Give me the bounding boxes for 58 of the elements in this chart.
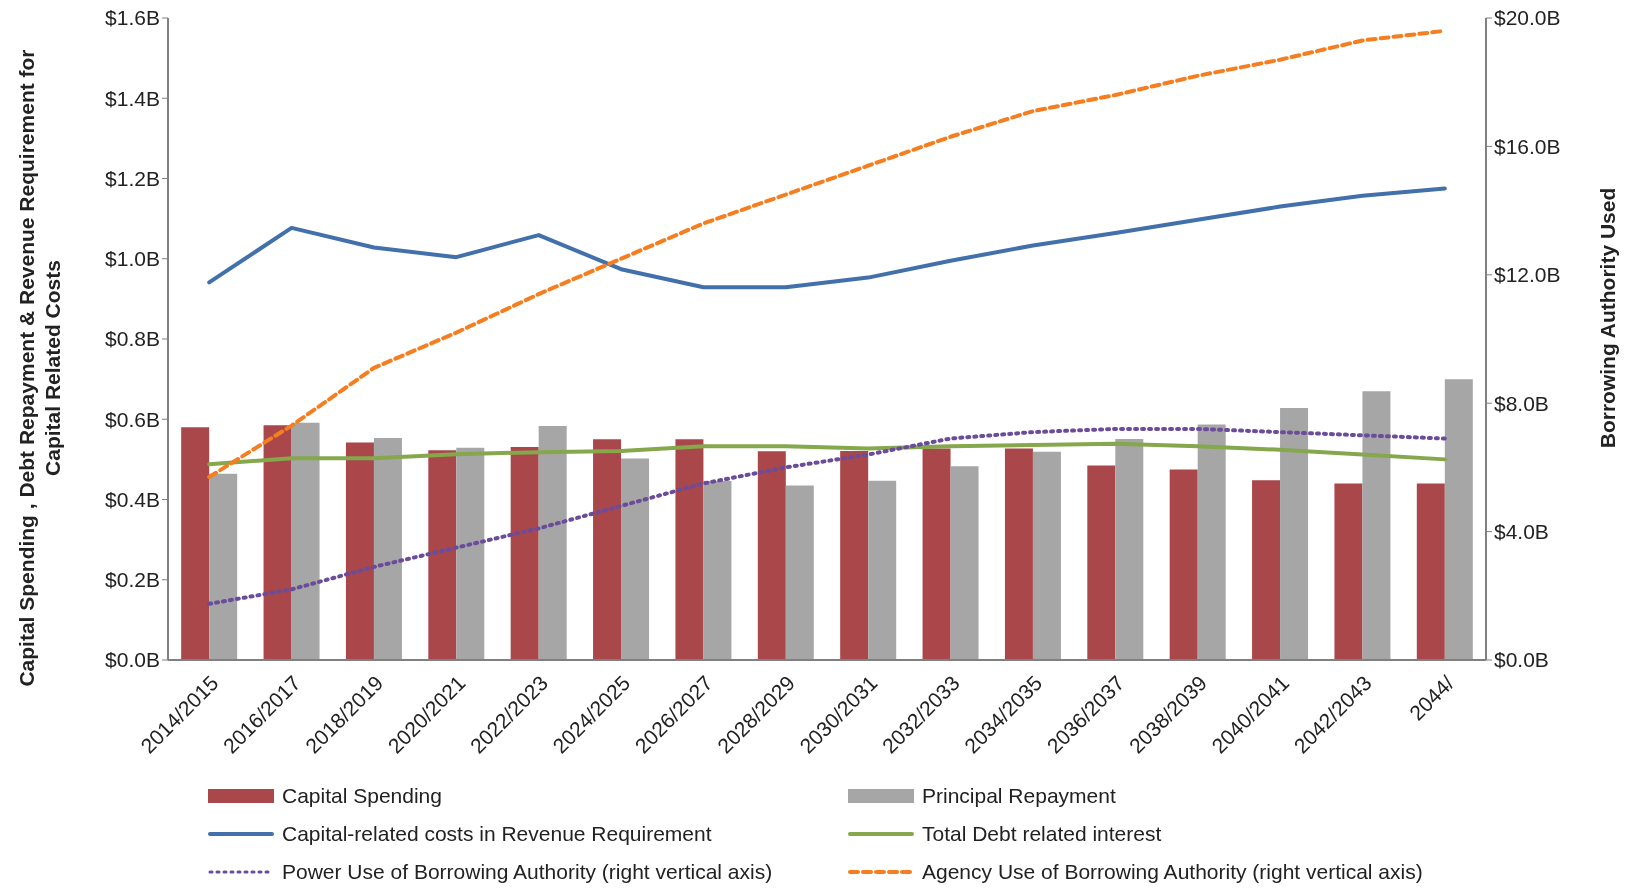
bar: [1252, 480, 1281, 660]
legend-label: Capital Spending: [282, 784, 442, 808]
bar: [1115, 438, 1144, 660]
y-tick-label: $1.4B: [105, 86, 160, 110]
bar: [181, 427, 210, 660]
bar: [1444, 379, 1473, 660]
bar: [263, 425, 292, 660]
bar: [1087, 465, 1116, 660]
legend-label: Power Use of Borrowing Authority (right vertical axis): [282, 860, 773, 884]
y-tick-label: $0.2B: [105, 568, 160, 592]
bar: [345, 442, 374, 660]
bar: [456, 447, 485, 660]
bar: [757, 451, 786, 660]
bar: [950, 466, 979, 660]
y-tick-label: $0.0B: [105, 648, 160, 672]
bar: [538, 426, 567, 660]
y2-tick-label: $12.0B: [1494, 263, 1561, 287]
bar: [510, 446, 539, 660]
bar: [840, 450, 869, 660]
y-tick-label: $0.8B: [105, 327, 160, 351]
bar: [703, 481, 732, 660]
legend-label: Principal Repayment: [922, 784, 1116, 808]
line-series: [207, 186, 1447, 290]
bar: [1032, 451, 1061, 660]
legend-label: Capital-related costs in Revenue Requirement: [282, 822, 712, 846]
bar: [1169, 469, 1198, 660]
bar: [373, 438, 402, 660]
legend-label: Agency Use of Borrowing Authority (right vertical axis): [922, 860, 1423, 884]
y-tick-label: $1.6B: [105, 6, 160, 30]
y2-tick-label: $16.0B: [1494, 134, 1561, 158]
bar: [291, 422, 320, 660]
y2-tick-label: $8.0B: [1494, 391, 1549, 415]
bar: [1416, 483, 1445, 660]
bar: [922, 448, 951, 660]
legend-label: Total Debt related interest: [922, 822, 1162, 846]
y-tick-label: $0.4B: [105, 487, 160, 511]
y-tick-label: $0.6B: [105, 407, 160, 431]
bar: [621, 458, 650, 660]
bar: [1004, 448, 1033, 660]
y-axis-title: Capital Spending , Debt Repayment & Revenue Requirement for Capital Related Costs: [14, 48, 65, 689]
bar: [785, 485, 814, 660]
y2-axis-title: Borrowing Authority Used: [1596, 186, 1620, 451]
y2-tick-label: $20.0B: [1494, 6, 1561, 30]
bar: [428, 450, 457, 660]
y2-tick-label: $4.0B: [1494, 520, 1549, 544]
bar: [1280, 408, 1309, 660]
bar: [1334, 483, 1363, 660]
y2-tick-label: $0.0B: [1494, 648, 1549, 672]
y-tick-label: $1.0B: [105, 247, 160, 271]
bar: [675, 439, 704, 660]
bar: [209, 473, 238, 660]
bar: [868, 480, 897, 660]
line-series: [207, 426, 1447, 606]
line-series: [207, 441, 1447, 467]
bar: [1197, 424, 1226, 660]
bar: [1362, 391, 1391, 660]
bar: [593, 439, 622, 660]
y-tick-label: $1.2B: [105, 166, 160, 190]
